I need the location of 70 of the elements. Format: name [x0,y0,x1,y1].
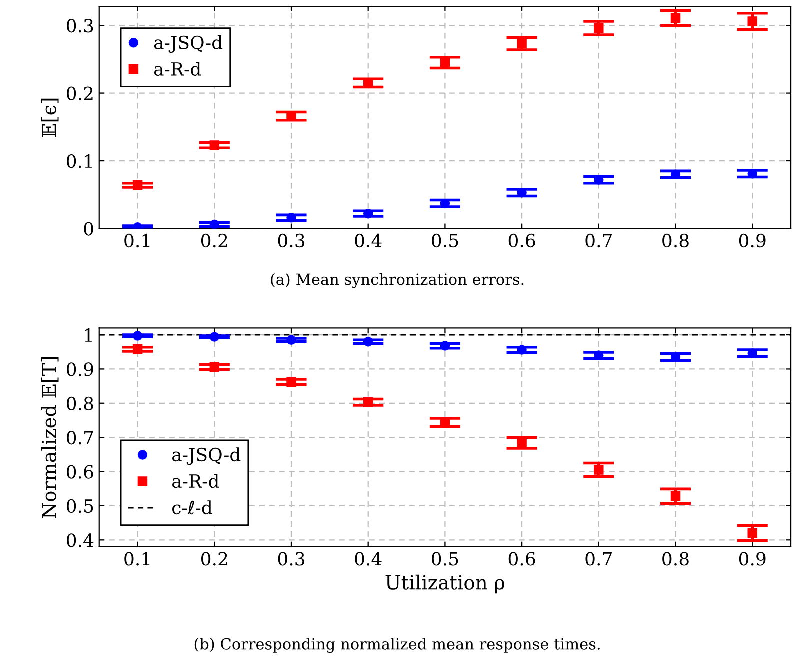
legend-label: a-JSQ-d [172,448,241,466]
point [363,208,374,219]
x-tick-label: 0.6 [508,552,536,566]
y-tick-label: 0.4 [66,534,94,548]
x-tick-label: 0.3 [278,552,305,566]
point [440,341,450,351]
point [286,335,296,346]
x-tick-label: 0.6 [508,234,536,248]
point [594,465,604,475]
point [132,344,143,354]
point [132,331,143,341]
x-tick-label: 0.5 [432,234,458,248]
point [517,39,527,49]
x-tick-label: 0.9 [739,552,766,566]
point [594,175,604,185]
point [748,528,758,538]
text: (b) Corresponding normalized mean response times. [194,638,600,654]
point [670,352,681,362]
x-tick-label: 0.1 [124,234,150,248]
y-tick-label: 0.8 [66,396,94,411]
y-axis-title: 𝔼[ϵ] [41,98,59,138]
x-tick-label: 0.8 [662,234,689,248]
point [363,337,374,347]
point [517,438,527,448]
x-tick-label: 0.2 [201,552,228,566]
point [210,220,220,229]
point [210,140,220,150]
point [210,362,220,372]
point [517,188,527,198]
legend-label: c-ℓ-d [172,500,212,515]
point [748,16,758,26]
point [594,23,604,34]
x-tick-label: 0.3 [278,234,305,248]
y-axis-title: Normalized 𝔼[T] [41,357,59,519]
y-tick-label: 0.5 [66,499,94,514]
x-tick-label: 0.4 [355,234,382,248]
x-tick-label: 0.4 [355,552,382,566]
legend-label: a-R-d [154,62,202,76]
point [363,398,374,408]
point [132,180,143,190]
point [670,13,681,24]
point [517,345,527,355]
x-tick-label: 0.8 [662,552,689,566]
y-tick-label: 0 [84,222,94,236]
y-tick-label: 0.3 [66,19,94,33]
x-tick-label: 0.1 [124,552,150,566]
point [670,492,681,502]
x-tick-label: 0.7 [586,552,612,566]
x-axis-title: Utilization ρ [386,574,505,594]
legend-label: a-JSQ-d [154,36,223,53]
x-tick-label: 0.9 [739,234,766,248]
text: (a) Mean synchronization errors. [271,273,524,288]
y-tick-label: 0.1 [66,154,92,168]
x-tick-label: 0.2 [201,234,228,248]
point [670,170,681,180]
y-tick-label: 0.6 [66,465,94,479]
point [594,350,604,360]
point [748,169,758,179]
y-tick-label: 0.2 [66,86,93,100]
legend-label: a-R-d [172,474,220,488]
y-tick-label: 0.7 [66,431,94,445]
y-tick-label: 1 [85,328,92,342]
point [440,58,450,68]
x-tick-label: 0.5 [432,552,458,566]
point [286,213,296,223]
y-tick-label: 0.9 [66,362,94,376]
point [286,377,296,388]
point [210,332,220,342]
x-tick-label: 0.7 [586,234,612,248]
point [748,348,758,358]
